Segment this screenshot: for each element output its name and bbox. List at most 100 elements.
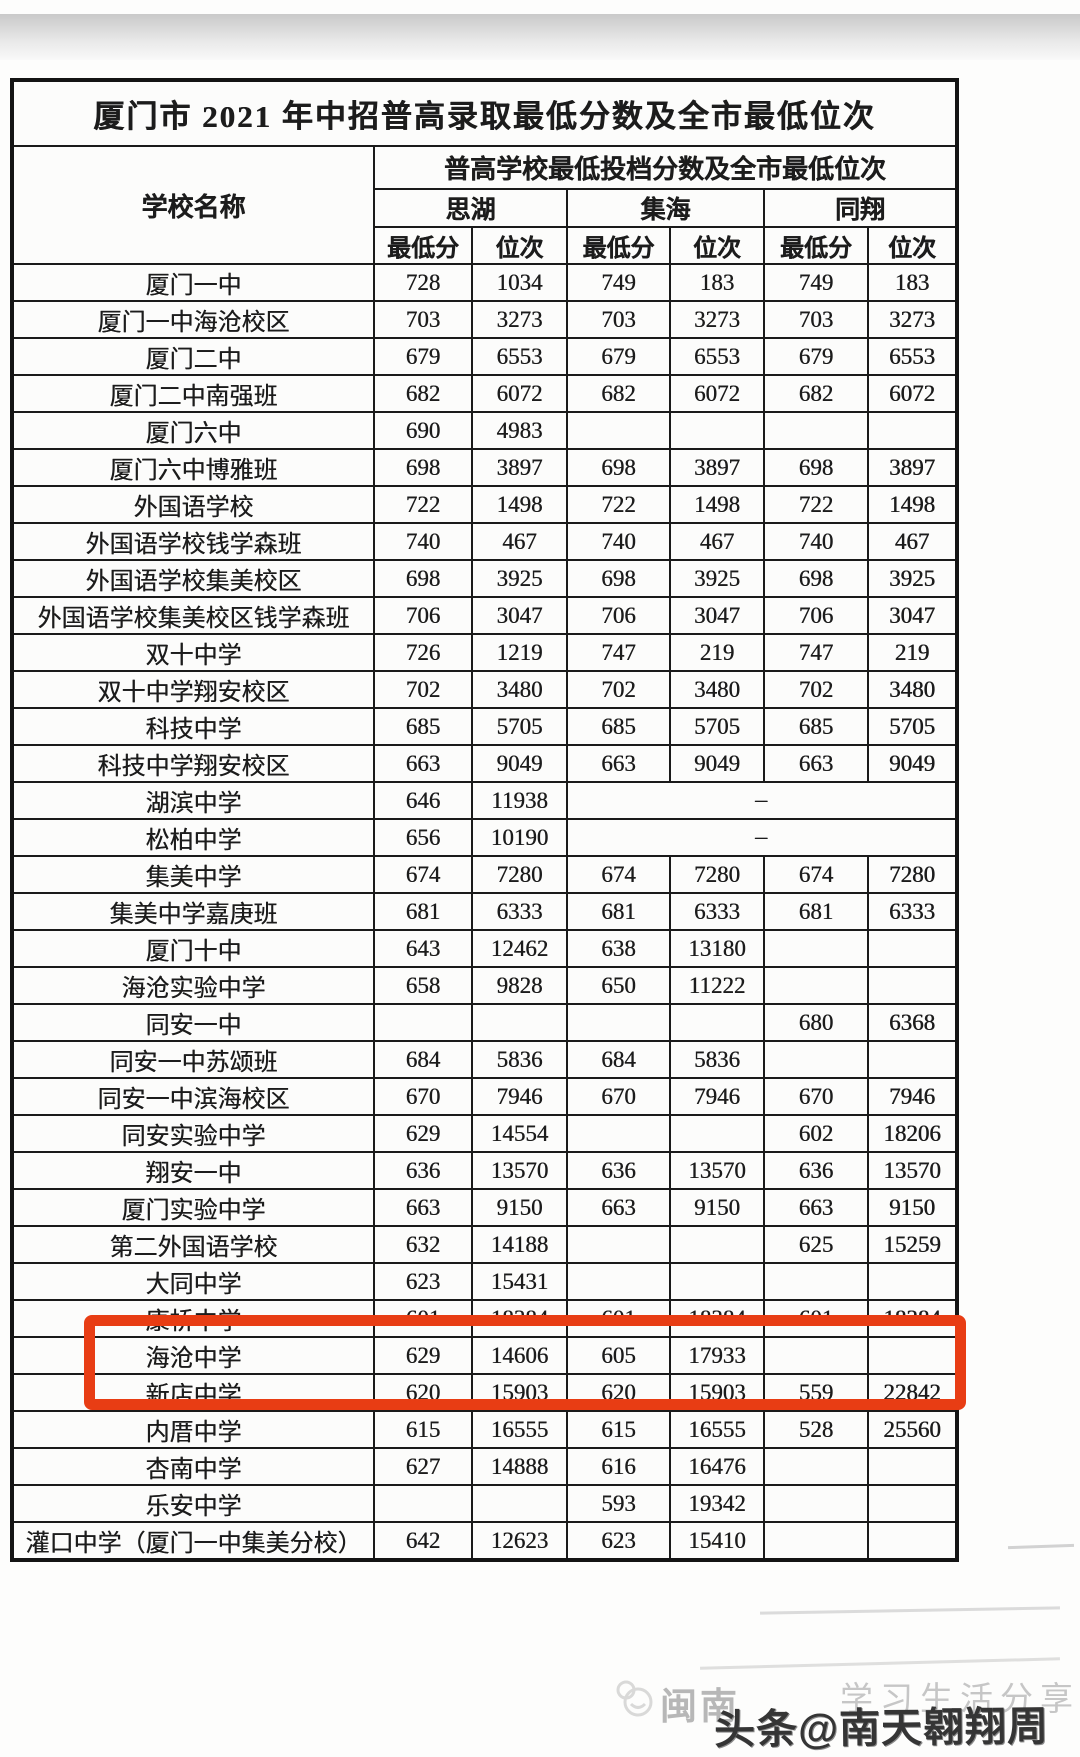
rank-cell: 6333 xyxy=(866,892,959,931)
score-cell: 703 xyxy=(566,300,671,339)
score-cell: 703 xyxy=(763,300,869,339)
group-header: 普高学校最低投档分数及全市最低位次 xyxy=(372,145,959,190)
score-cell: 682 xyxy=(566,374,671,413)
school-name-cell: 外国语学校钱学森班 xyxy=(11,522,375,561)
rank-cell: 6072 xyxy=(866,374,959,413)
score-cell xyxy=(566,1225,671,1264)
school-name-cell: 大同中学 xyxy=(11,1262,375,1301)
rank-cell: 6072 xyxy=(669,374,765,413)
table-row-highlighted: 内厝中学 615 16555 615 16555 528 25560 xyxy=(11,1410,959,1449)
table-row: 灌口中学（厦门一中集美分校） 642 12623 623 15410 xyxy=(11,1521,959,1561)
school-name-cell: 翔安一中 xyxy=(11,1151,375,1190)
school-name-cell: 集美中学嘉庚班 xyxy=(11,892,375,931)
top-gradient-band xyxy=(0,14,1080,60)
rank-cell: 19342 xyxy=(669,1484,765,1523)
school-name-cell: 海沧中学 xyxy=(11,1336,375,1375)
rank-cell: 7280 xyxy=(866,855,959,894)
score-cell: 702 xyxy=(373,670,473,709)
rank-cell xyxy=(866,1521,959,1561)
school-name-cell: 厦门六中博雅班 xyxy=(11,448,375,487)
score-cell: 602 xyxy=(763,1114,869,1153)
rank-cell: 3480 xyxy=(866,670,959,709)
table-row: 乐安中学 593 19342 xyxy=(11,1484,959,1523)
score-cell: 629 xyxy=(373,1336,473,1375)
district-header-sihu: 思湖 xyxy=(373,188,568,228)
rank-cell: 3047 xyxy=(669,596,765,635)
score-cell: 636 xyxy=(373,1151,473,1190)
rank-cell: 4983 xyxy=(471,411,568,450)
rank-cell: 1498 xyxy=(866,485,959,524)
rank-cell: 18384 xyxy=(866,1299,959,1338)
score-cell: 681 xyxy=(763,892,869,931)
rank-cell xyxy=(866,411,959,450)
score-cell xyxy=(566,1114,671,1153)
score-cell: 663 xyxy=(373,1188,473,1227)
school-name-cell: 厦门实验中学 xyxy=(11,1188,375,1227)
score-cell: 740 xyxy=(566,522,671,561)
school-name-cell: 同安实验中学 xyxy=(11,1114,375,1153)
score-cell xyxy=(373,1003,473,1042)
rank-cell: 15903 xyxy=(471,1373,568,1412)
rank-cell: 5705 xyxy=(866,707,959,746)
table-row: 双十中学 726 1219 747 219 747 219 xyxy=(11,633,959,672)
rank-cell: 16555 xyxy=(471,1410,568,1449)
rank-cell: 16555 xyxy=(669,1410,765,1449)
rank-cell: 15259 xyxy=(866,1225,959,1264)
rank-cell: 5836 xyxy=(669,1040,765,1079)
score-cell: 638 xyxy=(566,929,671,968)
subcol-header-minscore: 最低分 xyxy=(566,226,671,265)
rank-cell: 3925 xyxy=(866,559,959,598)
score-cell: 722 xyxy=(763,485,869,524)
score-cell: 601 xyxy=(763,1299,869,1338)
score-cell: 658 xyxy=(373,966,473,1005)
score-cell: 625 xyxy=(763,1225,869,1264)
score-cell: 643 xyxy=(373,929,473,968)
rank-cell: 3925 xyxy=(471,559,568,598)
rank-cell: 219 xyxy=(866,633,959,672)
score-cell: 685 xyxy=(373,707,473,746)
score-cell: 623 xyxy=(566,1521,671,1561)
score-cell: 663 xyxy=(763,1188,869,1227)
district-header-jihai: 集海 xyxy=(566,188,765,228)
score-cell xyxy=(566,1003,671,1042)
school-name-cell: 同安一中苏颂班 xyxy=(11,1040,375,1079)
rank-cell: 5836 xyxy=(471,1040,568,1079)
table-row: 外国语学校集美校区 698 3925 698 3925 698 3925 xyxy=(11,559,959,598)
watermark: 闽南 学习生活分享 头条@南天翱翔周 xyxy=(612,1664,1080,1754)
school-name-cell: 松柏中学 xyxy=(11,818,375,857)
table-row: 外国语学校 722 1498 722 1498 722 1498 xyxy=(11,485,959,524)
score-cell: 681 xyxy=(373,892,473,931)
merged-dash-cell: – xyxy=(565,781,959,820)
score-cell xyxy=(763,929,869,968)
table-row: 同安一中苏颂班 684 5836 684 5836 xyxy=(11,1040,959,1079)
score-cell: 682 xyxy=(373,374,473,413)
table-row: 厦门十中 643 12462 638 13180 xyxy=(11,929,959,968)
rank-cell: 183 xyxy=(866,263,959,302)
rank-cell: 3047 xyxy=(471,596,568,635)
table-row: 外国语学校钱学森班 740 467 740 467 740 467 xyxy=(11,522,959,561)
rank-cell: 6553 xyxy=(866,337,959,376)
header-row-districts: 思湖 集海 同翔 xyxy=(12,188,959,228)
school-name-cell: 厦门二中南强班 xyxy=(11,374,375,413)
score-cell: 728 xyxy=(373,263,473,302)
rank-cell: 3273 xyxy=(669,300,765,339)
rank-cell: 467 xyxy=(866,522,959,561)
score-cell: 636 xyxy=(566,1151,671,1190)
district-header-tongxiang: 同翔 xyxy=(762,188,959,228)
score-cell: 670 xyxy=(763,1077,869,1116)
rank-cell: 14606 xyxy=(471,1336,568,1375)
subcol-header-rank: 位次 xyxy=(471,226,568,265)
merged-dash-cell: – xyxy=(565,818,959,857)
score-cell: 690 xyxy=(373,411,473,450)
score-cell: 685 xyxy=(763,707,869,746)
rank-cell: 3273 xyxy=(471,300,568,339)
rank-cell: 7280 xyxy=(471,855,568,894)
rank-cell: 5705 xyxy=(669,707,765,746)
rank-cell: 12462 xyxy=(471,929,568,968)
rank-cell: 15903 xyxy=(669,1373,765,1412)
school-name-cell: 厦门一中 xyxy=(11,263,375,302)
subcol-header-rank: 位次 xyxy=(866,226,959,265)
score-cell: 674 xyxy=(566,855,671,894)
rank-cell: 18384 xyxy=(669,1299,765,1338)
school-name-cell: 第二外国语学校 xyxy=(11,1225,375,1264)
